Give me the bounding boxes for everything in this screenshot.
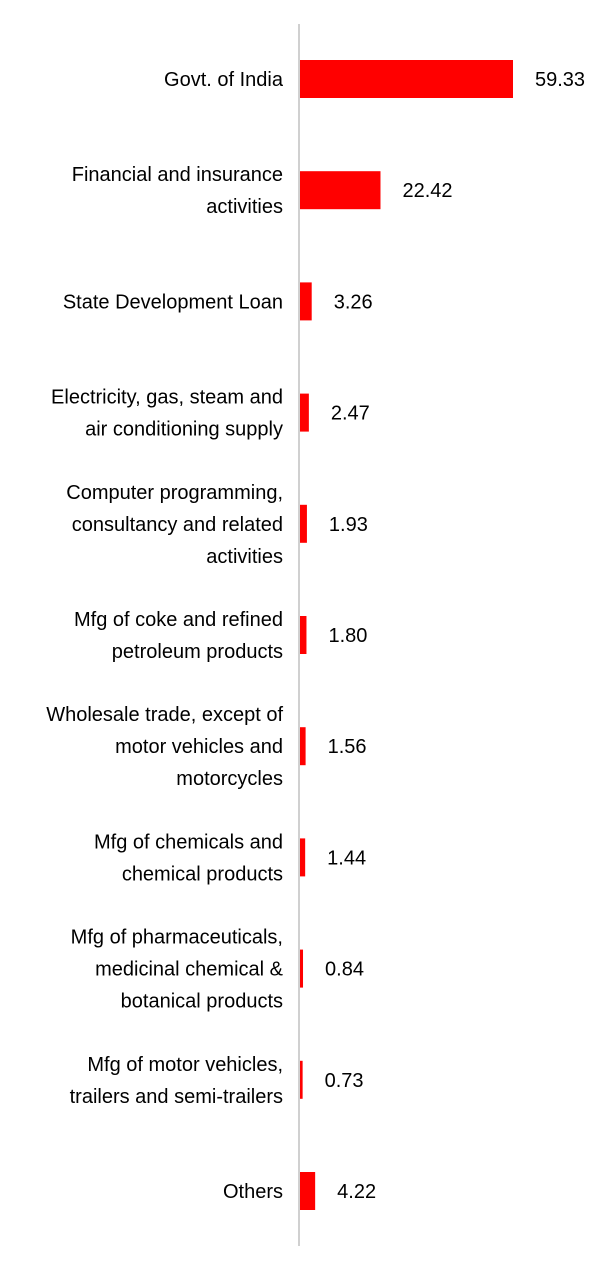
category-label: Electricity, gas, steam and (51, 387, 283, 409)
category-label: medicinal chemical & (95, 959, 284, 981)
value-label: 1.80 (328, 625, 367, 647)
value-label: 59.33 (535, 69, 585, 91)
category-label: motor vehicles and (115, 736, 283, 758)
value-label: 0.84 (325, 959, 364, 981)
category-label: Wholesale trade, except of (46, 704, 283, 726)
category-label: State Development Loan (63, 291, 283, 313)
category-label: Mfg of chemicals and (94, 831, 283, 853)
bar (300, 727, 306, 766)
category-label: motorcycles (176, 768, 283, 790)
category-label: activities (206, 546, 283, 568)
bar (300, 838, 306, 877)
bar (300, 393, 309, 432)
bar (300, 949, 304, 988)
value-label: 1.56 (328, 736, 367, 758)
category-label: Computer programming, (66, 482, 283, 504)
category-label: Govt. of India (164, 69, 284, 91)
category-label: trailers and semi-trailers (70, 1086, 283, 1108)
category-label: Others (223, 1181, 283, 1203)
bar (300, 282, 312, 321)
category-label: petroleum products (112, 641, 283, 663)
bar (300, 60, 513, 98)
value-label: 0.73 (325, 1070, 364, 1092)
category-label-layer: Govt. of India Financial and insurance act… (46, 69, 284, 1203)
category-label: activities (206, 196, 283, 218)
category-label: botanical products (121, 991, 283, 1013)
value-label: 4.22 (337, 1181, 376, 1203)
value-label-layer: 59.33 22.42 3.26 2.47 1.93 1.80 1.56 1.44 0.84 0.… (325, 69, 585, 1203)
bar-layer (300, 60, 513, 1210)
category-label: Mfg of pharmaceuticals, (71, 927, 283, 949)
category-label: Mfg of coke and refined (74, 609, 283, 631)
category-label: Mfg of motor vehicles, (87, 1054, 283, 1076)
category-label: chemical products (122, 863, 283, 885)
bar (300, 171, 381, 210)
category-label: Financial and insurance (72, 164, 283, 186)
bar (300, 616, 307, 654)
value-label: 22.42 (402, 180, 452, 202)
value-label: 2.47 (331, 403, 370, 425)
category-label: consultancy and related (72, 514, 283, 536)
category-label: air conditioning supply (85, 419, 283, 441)
bar (300, 1172, 316, 1210)
value-label: 3.26 (334, 291, 373, 313)
bar (300, 1060, 303, 1099)
value-label: 1.44 (327, 847, 366, 869)
value-label: 1.93 (329, 514, 368, 536)
bar (300, 504, 307, 543)
